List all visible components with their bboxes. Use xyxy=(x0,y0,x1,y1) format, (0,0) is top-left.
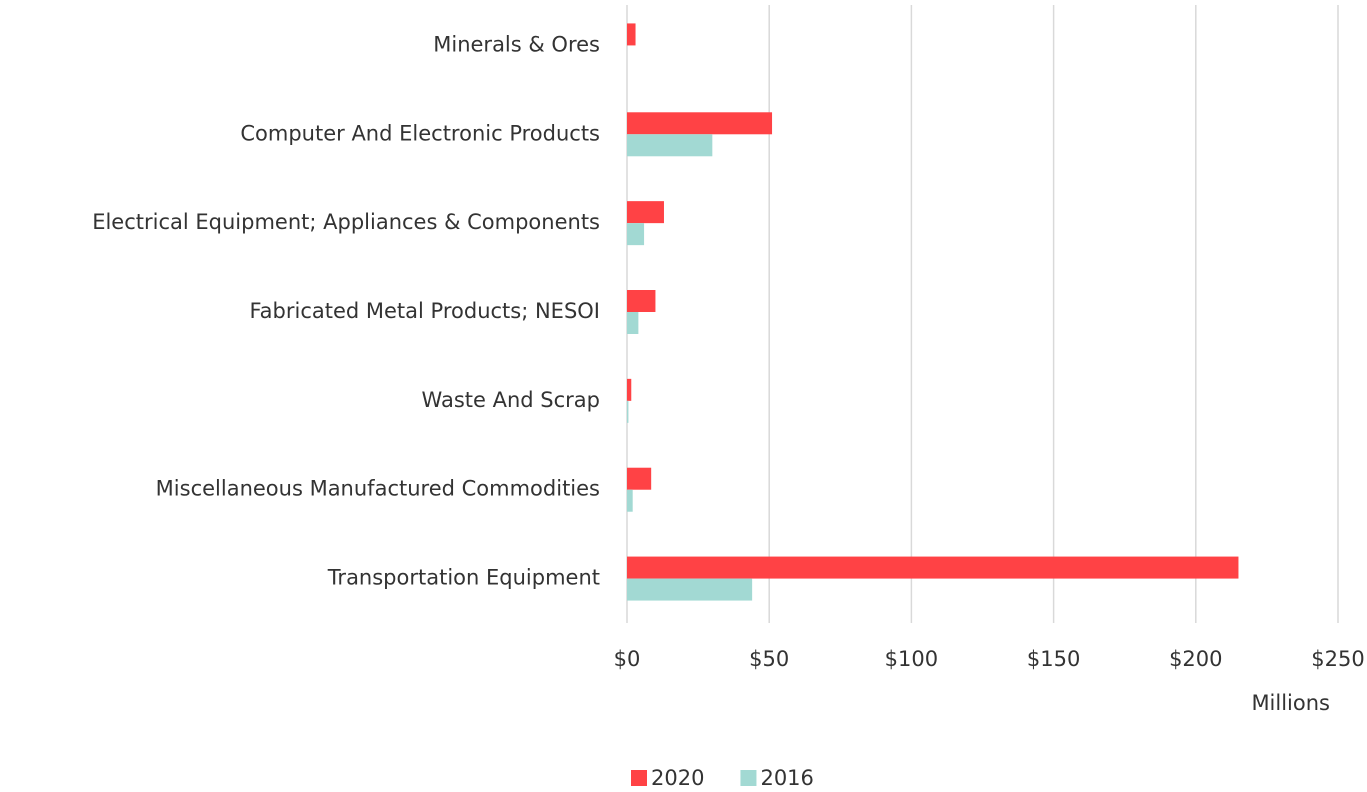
x-tick-label: $200 xyxy=(1169,647,1222,671)
legend-label: 2016 xyxy=(760,766,813,790)
bar xyxy=(627,556,1239,579)
y-tick-label: Miscellaneous Manufactured Commodities xyxy=(156,477,600,501)
x-axis-label: Millions xyxy=(1251,691,1330,715)
x-tick-label: $150 xyxy=(1027,647,1080,671)
y-tick-label: Waste And Scrap xyxy=(422,388,600,412)
legend-swatch xyxy=(631,770,647,786)
bar xyxy=(627,23,636,46)
y-tick-label: Transportation Equipment xyxy=(327,566,600,590)
bar xyxy=(627,223,645,246)
legend-swatch xyxy=(740,770,757,786)
bar xyxy=(627,400,629,423)
bar xyxy=(627,467,652,490)
x-tick-label: $50 xyxy=(749,647,789,671)
y-tick-label: Fabricated Metal Products; NESOI xyxy=(250,299,601,323)
bar xyxy=(627,312,639,334)
x-tick-label: $250 xyxy=(1311,647,1364,671)
y-tick-label: Computer And Electronic Products xyxy=(240,121,600,145)
y-tick-label: Electrical Equipment; Appliances & Compo… xyxy=(92,210,600,234)
y-tick-label: Minerals & Ores xyxy=(433,32,600,56)
bar xyxy=(627,201,664,224)
bar xyxy=(627,112,773,135)
x-tick-label: $100 xyxy=(885,647,938,671)
bar xyxy=(627,290,656,312)
bar xyxy=(627,489,633,512)
legend-label: 2020 xyxy=(651,766,704,790)
bar xyxy=(627,378,632,401)
x-tick-label: $0 xyxy=(614,647,641,671)
bar xyxy=(627,578,753,601)
bar xyxy=(627,134,713,157)
